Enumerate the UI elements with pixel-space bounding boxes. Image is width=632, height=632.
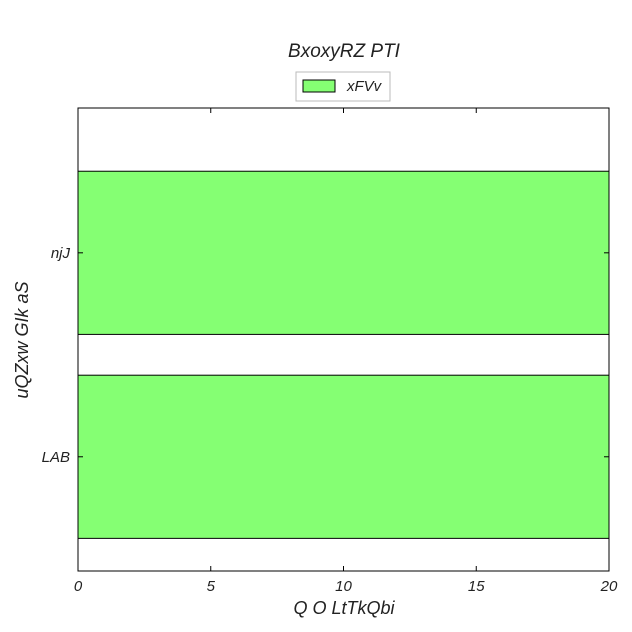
x-tick-label: 20 xyxy=(600,578,618,595)
bar-LAB xyxy=(77,374,610,539)
legend-label: xFVv xyxy=(346,78,383,95)
legend: xFVv xyxy=(295,71,391,102)
y-axis-label: uQZxw GIk aS xyxy=(12,281,32,398)
bar-njJ xyxy=(77,170,610,335)
chart-title: BxoxyRZ PTI xyxy=(288,41,401,62)
x-tick-label: 0 xyxy=(74,578,83,595)
legend-swatch xyxy=(302,79,336,93)
plot-area: 0 5 10 15 20 LAB njJ xyxy=(42,107,618,595)
x-tick-label: 5 xyxy=(207,578,216,595)
x-tick-label: 15 xyxy=(468,578,485,595)
x-tick-label: 10 xyxy=(335,578,352,595)
y-tick-label-LAB: LAB xyxy=(42,449,70,466)
x-axis-label: Q O LtTkQbi xyxy=(293,598,395,618)
y-tick-label-njJ: njJ xyxy=(51,245,71,262)
